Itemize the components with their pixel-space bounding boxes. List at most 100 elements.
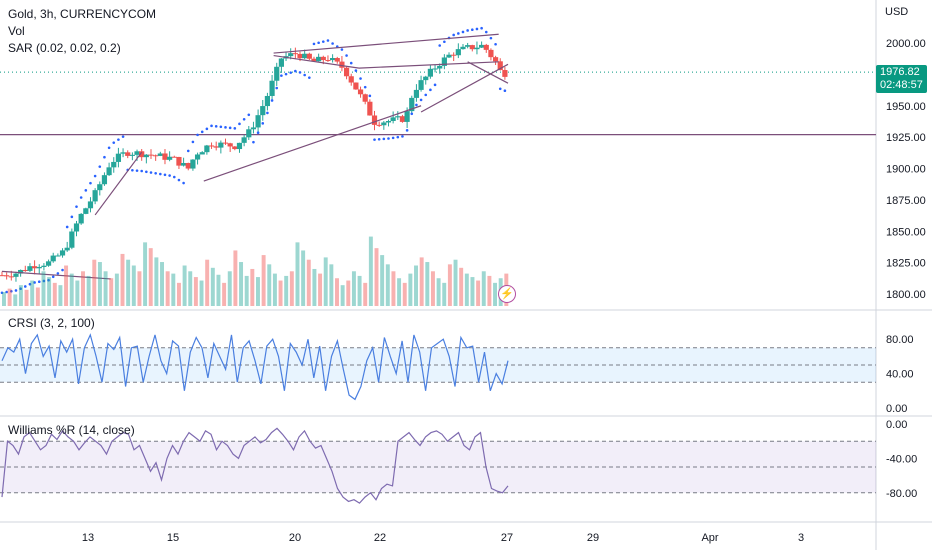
williams-r-line xyxy=(1,427,509,504)
volume-bar xyxy=(329,264,334,306)
time-tick-label: 3 xyxy=(798,532,804,544)
sar-dot xyxy=(373,138,376,141)
candle-body xyxy=(167,156,173,160)
sar-dot xyxy=(359,77,362,80)
volume-bar xyxy=(346,280,351,306)
volume-bar xyxy=(419,257,424,306)
candle-body xyxy=(125,152,131,156)
vol-legend[interactable]: Vol xyxy=(8,24,25,38)
crsi-tick-label: 0.00 xyxy=(886,403,907,415)
volume-bar xyxy=(402,282,407,306)
candle-body xyxy=(488,49,494,58)
sar-dot xyxy=(65,225,69,229)
price-tick-label: 1950.00 xyxy=(886,101,926,113)
price-pane[interactable] xyxy=(0,26,876,295)
candle-body xyxy=(367,101,373,116)
volume-bar xyxy=(430,271,435,306)
candle-body xyxy=(330,58,336,61)
candle-body xyxy=(176,156,182,166)
crsi-pane[interactable] xyxy=(0,333,876,401)
volume-bar xyxy=(120,253,125,306)
candle-body xyxy=(115,153,122,162)
symbol-legend[interactable]: Gold, 3h, CURRENCYCOM xyxy=(8,7,157,21)
sar-dot xyxy=(214,125,218,128)
candle-body xyxy=(8,276,14,278)
candle-body xyxy=(371,115,378,125)
candle-body xyxy=(101,175,108,185)
sar-dot xyxy=(228,126,232,130)
williams-r-pane[interactable] xyxy=(0,427,876,504)
candle-body xyxy=(427,68,433,77)
volume-bar xyxy=(312,268,317,306)
volume-bar xyxy=(301,250,306,306)
candle-body xyxy=(278,58,284,67)
sar-dot xyxy=(23,285,27,288)
sar-dot xyxy=(172,175,176,179)
volume-bar xyxy=(487,275,492,306)
candle-body xyxy=(134,151,140,155)
trend-line xyxy=(358,61,499,69)
sar-dot xyxy=(266,111,269,115)
candle-body xyxy=(483,44,489,50)
volume-bar xyxy=(391,271,396,306)
trend-line xyxy=(273,54,360,69)
volume-bar xyxy=(244,275,249,306)
volume-bar xyxy=(131,265,136,306)
sar-dot xyxy=(298,71,302,74)
volume-bar xyxy=(81,271,85,306)
volume-bar xyxy=(323,257,328,306)
price-tick-label: 1850.00 xyxy=(886,226,926,238)
volume-bar xyxy=(176,282,181,306)
sar-dot xyxy=(349,61,353,65)
candle-body xyxy=(390,117,396,121)
crsi-legend[interactable]: CRSI (3, 2, 100) xyxy=(8,316,95,330)
volume-bar xyxy=(165,271,170,306)
candle-body xyxy=(316,56,322,62)
candle-body xyxy=(269,80,275,96)
sar-dot xyxy=(98,165,102,168)
sar-dot xyxy=(261,122,265,125)
trend-line xyxy=(1,270,111,280)
sar-dot xyxy=(247,113,251,117)
candle-body xyxy=(213,146,219,148)
sar-dot xyxy=(19,287,22,291)
sar-dot xyxy=(331,42,334,45)
volume-bar xyxy=(137,271,142,306)
sar-legend[interactable]: SAR (0.02, 0.02, 0.2) xyxy=(8,41,121,55)
sar-dot xyxy=(410,112,414,116)
candle-body xyxy=(353,82,359,90)
volume-bar xyxy=(374,248,379,306)
price-tick-label: 1825.00 xyxy=(886,258,926,270)
candle-body xyxy=(87,201,94,209)
sar-dot xyxy=(433,83,437,87)
candle-body xyxy=(194,154,201,160)
sar-dot xyxy=(200,130,204,134)
lightning-icon[interactable]: ⚡ xyxy=(498,285,516,303)
sar-dot xyxy=(242,118,246,121)
trend-line xyxy=(420,63,509,113)
volume-bar xyxy=(199,280,204,306)
volume-bar xyxy=(97,262,102,306)
candle-body xyxy=(413,89,420,98)
candle-body xyxy=(73,223,80,232)
sar-dot xyxy=(391,136,395,140)
candle-body xyxy=(181,162,187,166)
sar-dot xyxy=(70,215,74,219)
sar-dot xyxy=(10,289,13,293)
candle-body xyxy=(395,116,401,118)
volume-bar xyxy=(103,271,108,306)
sar-dot xyxy=(205,127,209,131)
sar-dot xyxy=(289,71,292,74)
candle-body xyxy=(106,167,112,176)
volume-bar xyxy=(30,280,35,306)
sar-dot xyxy=(56,272,60,275)
time-tick-label: 29 xyxy=(587,532,599,544)
last-price: 1976.82 xyxy=(880,66,920,78)
williams-r-legend[interactable]: Williams %R (14, close) xyxy=(8,423,135,437)
volume-bar xyxy=(2,292,6,306)
candle-body xyxy=(446,54,452,58)
sar-dot xyxy=(103,155,106,159)
volume-bar xyxy=(58,285,63,306)
sar-dot xyxy=(191,140,195,144)
